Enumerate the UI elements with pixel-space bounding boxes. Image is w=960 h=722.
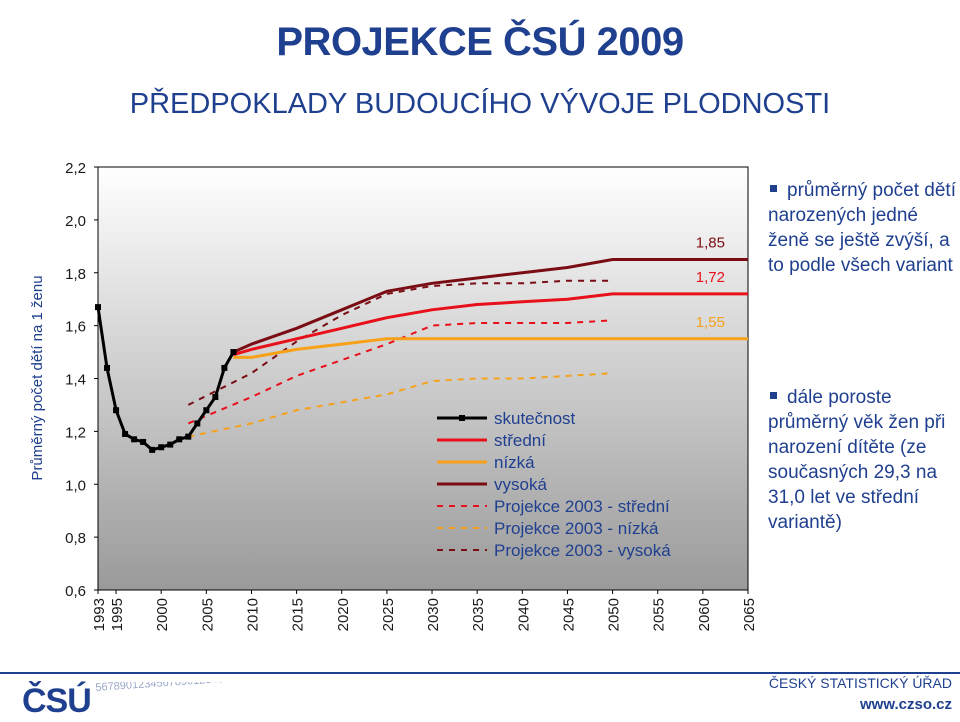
czso-logo: ČSÚ	[22, 681, 92, 718]
series-line-0	[96, 306, 235, 452]
legend-label: skutečnost	[494, 409, 576, 428]
plot-area	[97, 166, 749, 591]
x-tick-label: 2060	[696, 598, 713, 631]
x-tick-label: 2050	[606, 598, 623, 631]
x-tick-label: 2000	[154, 598, 171, 631]
series-line-6	[187, 279, 613, 406]
y-tick-label: 0,6	[65, 583, 86, 600]
data-point	[221, 364, 228, 371]
legend-label: střední	[494, 431, 546, 450]
note-2: dále poroste průměrný věk žen při naroze…	[768, 385, 960, 535]
legend-label: Projekce 2003 - nízká	[494, 519, 659, 538]
series-line-1	[232, 292, 748, 357]
note-1-text: průměrný počet dětí narozených jedné žen…	[768, 180, 956, 276]
x-tick-label: 1993	[91, 598, 108, 631]
data-point	[158, 444, 165, 451]
y-tick-label: 1,6	[65, 319, 86, 336]
x-tick-label: 2065	[741, 598, 758, 631]
organization-name: ČESKÝ STATISTICKÝ ÚŘAD	[768, 675, 952, 691]
y-tick-label: 1,0	[65, 477, 86, 494]
x-tick-label: 2035	[470, 598, 487, 631]
data-point	[140, 438, 147, 445]
y-tick-label: 2,2	[65, 160, 86, 177]
bullet-icon	[770, 392, 777, 400]
data-point	[104, 364, 111, 371]
data-point	[113, 407, 120, 414]
value-annotation: 1,55	[696, 314, 725, 331]
data-point	[194, 420, 201, 427]
legend-label: Projekce 2003 - vysoká	[494, 541, 671, 560]
x-tick-label: 2015	[290, 598, 307, 631]
legend-label: nízká	[494, 453, 535, 472]
data-point	[95, 304, 101, 311]
value-annotation: 1,72	[696, 269, 725, 286]
fertility-line-chart: Průměrný počet dětí na 1 ženu 2,2 2,0 1,8 1…	[29, 160, 758, 631]
x-tick-label: 2040	[515, 598, 532, 631]
digit-strip-text: 5678901234567890123456789012345678901234…	[95, 682, 755, 694]
legend-label: vysoká	[494, 475, 547, 494]
legend-marker	[459, 415, 465, 421]
x-tick-label: 2030	[425, 598, 442, 631]
data-point	[167, 441, 174, 448]
x-tick-label: 1995	[109, 598, 126, 631]
x-tick-label: 2005	[199, 598, 216, 631]
logo-text: ČSÚ	[22, 681, 91, 718]
y-tick-label: 1,2	[65, 424, 86, 441]
y-tick-label: 0,8	[65, 530, 86, 547]
x-tick-label: 2025	[380, 598, 397, 631]
note-2-text: dále poroste průměrný věk žen při naroze…	[768, 387, 946, 533]
x-tick-label: 2045	[560, 598, 577, 631]
series-line-2	[233, 337, 748, 359]
value-annotation: 1,85	[696, 235, 725, 252]
series-line-3	[232, 258, 748, 354]
data-point	[122, 431, 129, 438]
data-point	[203, 407, 210, 414]
note-1: průměrný počet dětí narozených jedné žen…	[768, 178, 960, 278]
x-tick-label: 2010	[244, 598, 261, 631]
bullet-icon	[770, 185, 777, 193]
y-tick-label: 1,8	[65, 266, 86, 283]
footer-divider	[0, 672, 960, 674]
data-point	[149, 446, 156, 453]
series-line-4	[187, 319, 613, 425]
data-point	[176, 436, 183, 443]
website-link[interactable]: www.czso.cz	[860, 696, 952, 713]
digit-strip: 5678901234567890123456789012345678901234…	[95, 682, 755, 722]
page-title: PROJEKCE ČSÚ 2009	[276, 20, 684, 64]
y-tick-label: 2,0	[65, 213, 86, 230]
data-point	[131, 436, 138, 443]
data-point	[185, 433, 192, 440]
x-tick-label: 2055	[651, 598, 668, 631]
y-axis-label: Průměrný počet dětí na 1 ženu	[29, 275, 46, 480]
y-tick-label: 1,4	[65, 372, 86, 389]
data-point	[230, 349, 237, 356]
x-tick-label: 2020	[335, 598, 352, 631]
series-line-5	[188, 372, 613, 438]
page-subtitle: PŘEDPOKLADY BUDOUCÍHO VÝVOJE PLODNOSTI	[129, 88, 831, 120]
data-point	[212, 394, 219, 401]
legend-label: Projekce 2003 - střední	[494, 497, 670, 516]
